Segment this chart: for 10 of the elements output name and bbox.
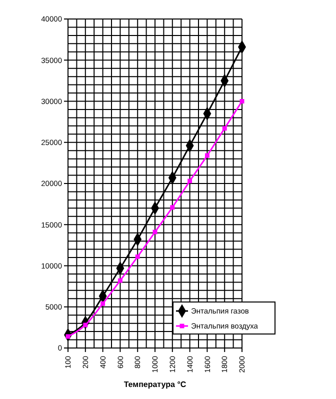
point bbox=[152, 230, 158, 234]
point bbox=[222, 126, 227, 131]
point bbox=[170, 205, 175, 210]
point bbox=[135, 254, 140, 259]
point bbox=[188, 178, 192, 184]
point bbox=[100, 301, 106, 306]
point bbox=[240, 99, 244, 104]
x-axis-title: Температура °С bbox=[124, 380, 186, 389]
point bbox=[204, 153, 210, 158]
point bbox=[118, 278, 122, 283]
